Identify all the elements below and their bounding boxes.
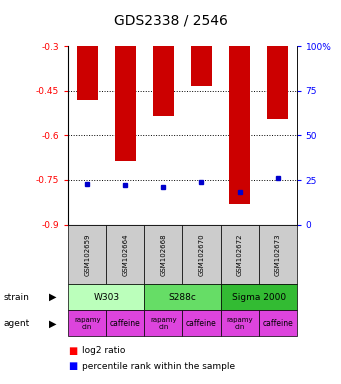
Text: caffeine: caffeine — [186, 319, 217, 328]
Bar — [77, 46, 98, 100]
Bar — [191, 46, 212, 86]
Text: ▶: ▶ — [49, 292, 57, 302]
Bar — [267, 46, 288, 119]
Bar — [153, 46, 174, 116]
Text: ■: ■ — [68, 361, 77, 371]
Text: percentile rank within the sample: percentile rank within the sample — [82, 362, 235, 371]
Text: GSM102670: GSM102670 — [198, 233, 205, 276]
Text: ■: ■ — [68, 346, 77, 356]
Text: Sigma 2000: Sigma 2000 — [232, 293, 286, 302]
Text: GDS2338 / 2546: GDS2338 / 2546 — [114, 13, 227, 27]
Text: rapamy
cin: rapamy cin — [150, 317, 177, 330]
Bar — [115, 46, 136, 161]
Text: GSM102659: GSM102659 — [84, 233, 90, 276]
Text: ▶: ▶ — [49, 318, 57, 328]
Text: GSM102672: GSM102672 — [237, 233, 242, 276]
Bar — [229, 46, 250, 204]
Text: caffeine: caffeine — [262, 319, 293, 328]
Text: log2 ratio: log2 ratio — [82, 346, 125, 356]
Text: agent: agent — [3, 319, 30, 328]
Text: GSM102668: GSM102668 — [160, 233, 166, 276]
Text: GSM102664: GSM102664 — [122, 233, 128, 276]
Text: W303: W303 — [93, 293, 119, 302]
Text: rapamy
cin: rapamy cin — [226, 317, 253, 330]
Text: strain: strain — [3, 293, 29, 302]
Text: GSM102673: GSM102673 — [275, 233, 281, 276]
Text: S288c: S288c — [168, 293, 196, 302]
Text: caffeine: caffeine — [110, 319, 141, 328]
Text: rapamy
cin: rapamy cin — [74, 317, 101, 330]
